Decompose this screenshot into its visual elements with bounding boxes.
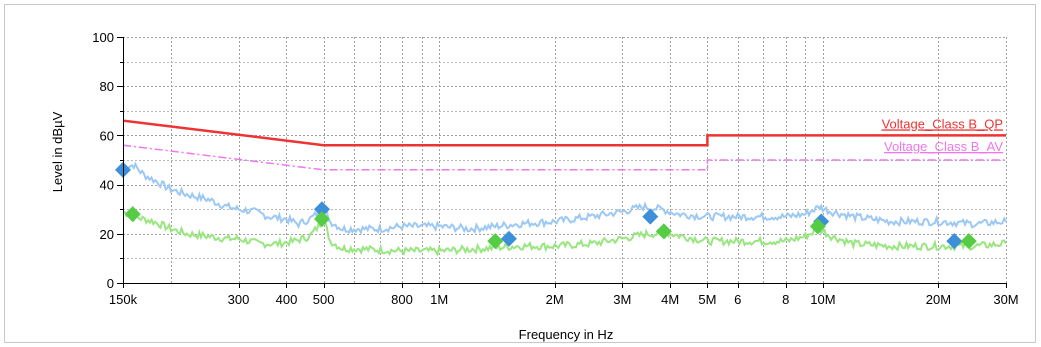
axis-labels: 0 20 40 60 80 100 150k 300 400 500 800 1M 2M 3M 4M 5M 6 8… [92, 30, 1018, 307]
peak-marker [960, 233, 977, 250]
x-tick-label: 30M [993, 292, 1018, 307]
data-series [122, 161, 1007, 257]
x-axis-title: Frequency in Hz [519, 327, 614, 342]
y-tick-label: 60 [100, 128, 114, 143]
peak-marker [500, 230, 517, 247]
limit-line [122, 119, 1006, 147]
peak-marker [655, 223, 672, 240]
x-tick-label: 6 [734, 292, 741, 307]
limit-lines: Voltage_Class B_QP Voltage_Class B_AV [122, 116, 1006, 171]
x-tick-label: 500 [313, 292, 335, 307]
x-tick-label: 800 [391, 292, 413, 307]
x-tick-label: 10M [810, 292, 835, 307]
peak-marker [313, 201, 330, 218]
x-tick-label: 8 [782, 292, 789, 307]
y-tick-label: 40 [100, 178, 114, 193]
limit-label: Voltage_Class B_QP [882, 116, 1003, 131]
peak-marker [642, 208, 659, 225]
peak-markers [115, 161, 977, 250]
x-tick-label: 5M [698, 292, 716, 307]
peak-marker [313, 211, 330, 228]
x-tick-label: 2M [546, 292, 564, 307]
x-tick-label: 300 [228, 292, 250, 307]
measurement-trace [122, 210, 1007, 257]
peak-marker [946, 233, 963, 250]
y-tick-label: 100 [92, 30, 114, 45]
measurement-trace [122, 161, 1007, 236]
x-tick-label: 400 [276, 292, 298, 307]
chart-frame [4, 4, 1036, 343]
y-tick-label: 80 [100, 79, 114, 94]
x-tick-label: 150k [109, 292, 138, 307]
x-tick-label: 4M [661, 292, 679, 307]
peak-marker [487, 233, 504, 250]
peak-marker [124, 206, 141, 223]
x-tick-label: 3M [613, 292, 631, 307]
y-tick-label: 20 [100, 227, 114, 242]
x-tick-label: 1M [430, 292, 448, 307]
limit-label: Voltage_Class B_AV [884, 139, 1003, 154]
y-axis-title: Level in dBµV [50, 111, 65, 192]
x-tick-label: 20M [926, 292, 951, 307]
limit-line [122, 144, 1006, 171]
y-tick-label: 0 [107, 276, 114, 291]
axes [117, 37, 1007, 288]
peak-marker [809, 218, 826, 235]
